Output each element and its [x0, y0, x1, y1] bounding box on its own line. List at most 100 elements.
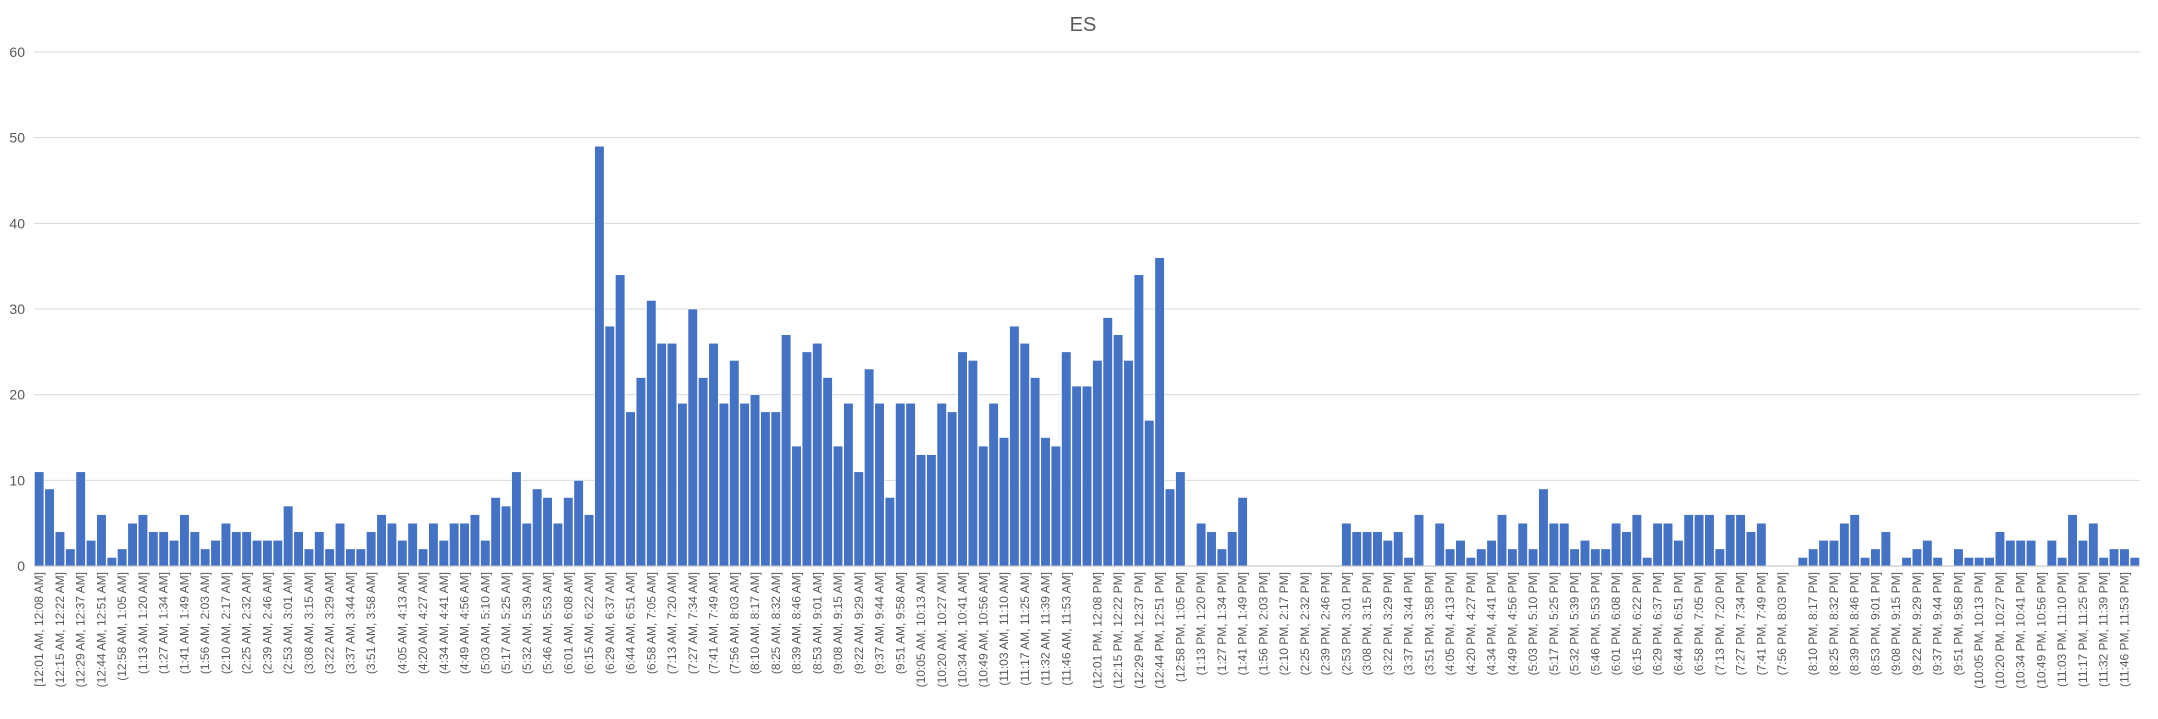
- x-tick-label: (3:51 AM, 3:58 AM]: [364, 572, 378, 674]
- x-tick-label: (9:22 AM, 9:29 AM]: [852, 572, 866, 674]
- bar: [749, 394, 761, 567]
- bar: [293, 531, 304, 567]
- x-tick-label: (2:10 AM, 2:17 AM]: [219, 572, 233, 674]
- bar: [34, 471, 45, 567]
- bar: [729, 360, 740, 567]
- x-tick-label: (7:27 AM, 7:34 AM]: [686, 572, 700, 674]
- x-tick-label: (7:13 PM, 7:20 PM]: [1713, 572, 1727, 675]
- x-tick-label: (7:13 AM, 7:20 AM]: [665, 572, 679, 674]
- x-tick-label: (9:37 PM, 9:44 PM]: [1931, 572, 1945, 675]
- bar: [1341, 522, 1352, 567]
- x-tick-label: (11:03 PM, 11:10 PM]: [2055, 572, 2069, 687]
- x-tick-label: (12:58 AM, 1:05 AM]: [115, 572, 129, 681]
- bar: [708, 342, 719, 567]
- x-tick-label: (7:56 PM, 8:03 PM]: [1775, 572, 1789, 675]
- x-tick-label: (8:10 AM, 8:17 AM]: [748, 572, 762, 674]
- bar: [1735, 514, 1746, 567]
- chart-title: ES: [1070, 14, 1097, 36]
- x-tick-label: (7:41 PM, 7:49 PM]: [1754, 572, 1768, 675]
- x-tick-label: (2:39 PM, 2:46 PM]: [1319, 572, 1333, 675]
- bar: [781, 334, 792, 567]
- x-tick-label: (6:58 AM, 7:05 AM]: [644, 572, 658, 674]
- bar: [1196, 522, 1207, 567]
- bar: [615, 274, 626, 567]
- bar: [573, 480, 584, 567]
- bar: [646, 300, 657, 567]
- bar: [1860, 557, 1871, 567]
- bar: [1123, 360, 1134, 567]
- y-tick-label: 30: [9, 301, 25, 317]
- x-tick-label: (9:08 PM, 9:15 PM]: [1889, 572, 1903, 675]
- bar: [241, 531, 252, 567]
- x-tick-label: (11:46 PM, 11:53 PM]: [2117, 572, 2131, 687]
- bar: [1559, 522, 1570, 567]
- bar: [106, 557, 117, 567]
- bar: [1071, 385, 1082, 567]
- x-tick-label: (8:53 AM, 9:01 AM]: [810, 572, 824, 674]
- bar: [1901, 557, 1912, 567]
- bar: [1839, 522, 1850, 567]
- bar: [1953, 548, 1964, 567]
- x-tick-label: (8:25 AM, 8:32 AM]: [769, 572, 783, 674]
- bar: [822, 377, 833, 567]
- bar: [2015, 539, 2026, 567]
- bar: [1113, 334, 1124, 567]
- x-tick-label: (9:51 AM, 9:58 AM]: [893, 572, 907, 674]
- x-tick-label: (5:46 PM, 5:53 PM]: [1588, 572, 1602, 675]
- bar: [563, 497, 574, 567]
- bar: [386, 522, 397, 567]
- bar: [65, 548, 76, 567]
- bar: [1974, 557, 1985, 567]
- x-tick-label: (1:56 PM, 2:03 PM]: [1256, 572, 1270, 675]
- bar: [210, 539, 221, 567]
- bar: [1745, 531, 1757, 567]
- bar: [739, 402, 750, 567]
- x-tick-label: (2:25 AM, 2:32 AM]: [240, 572, 254, 674]
- bar: [1963, 557, 1974, 567]
- bar: [832, 445, 844, 567]
- bar: [1206, 531, 1217, 567]
- bar: [874, 402, 885, 567]
- x-tick-label: (7:27 PM, 7:34 PM]: [1734, 572, 1748, 675]
- bar: [1030, 377, 1041, 567]
- bar: [1133, 274, 1144, 567]
- y-tick-label: 60: [9, 44, 25, 60]
- y-tick-label: 50: [9, 130, 25, 146]
- bar: [1683, 514, 1694, 567]
- x-tick-label: (3:08 AM, 3:15 AM]: [302, 572, 316, 674]
- bar: [1870, 548, 1881, 567]
- bar: [1994, 531, 2006, 567]
- x-tick-label: (4:20 PM, 4:27 PM]: [1464, 572, 1478, 675]
- bar: [438, 539, 449, 567]
- x-tick-label: (12:15 AM, 12:22 AM]: [53, 572, 67, 687]
- x-tick-label: (5:03 PM, 5:10 PM]: [1526, 572, 1540, 675]
- bar: [1382, 539, 1393, 567]
- bar: [417, 548, 429, 567]
- bar: [449, 522, 460, 567]
- bar: [1362, 531, 1373, 567]
- x-tick-label: (9:51 PM, 9:58 PM]: [1951, 572, 1965, 675]
- bar: [1061, 351, 1072, 567]
- bar: [666, 342, 678, 567]
- x-tick-label: (4:49 AM, 4:56 AM]: [458, 572, 472, 674]
- x-tick-label: (6:01 PM, 6:08 PM]: [1609, 572, 1623, 675]
- bar: [1797, 557, 1808, 567]
- x-tick-label: (4:34 AM, 4:41 AM]: [437, 572, 451, 674]
- x-tick-label: (1:56 AM, 2:03 AM]: [198, 572, 212, 674]
- x-tick-label: (11:46 AM, 11:53 AM]: [1059, 572, 1073, 686]
- bar: [1050, 445, 1061, 567]
- bar: [760, 411, 771, 567]
- x-tick-label: (12:44 PM, 12:51 PM]: [1153, 572, 1167, 689]
- bar: [1611, 522, 1622, 567]
- bar: [1009, 325, 1020, 567]
- bar: [1227, 531, 1238, 567]
- x-tick-label: (6:44 AM, 6:51 AM]: [624, 572, 638, 674]
- x-tick-label: (8:25 PM, 8:32 PM]: [1827, 572, 1841, 675]
- bars: [34, 145, 2140, 567]
- x-tick-label: (12:29 PM, 12:37 PM]: [1132, 572, 1146, 689]
- bar: [1673, 539, 1684, 567]
- bar: [2098, 557, 2109, 567]
- x-tick-label: (6:15 AM, 6:22 AM]: [582, 572, 596, 674]
- bar: [2077, 539, 2089, 567]
- bar: [1154, 257, 1165, 567]
